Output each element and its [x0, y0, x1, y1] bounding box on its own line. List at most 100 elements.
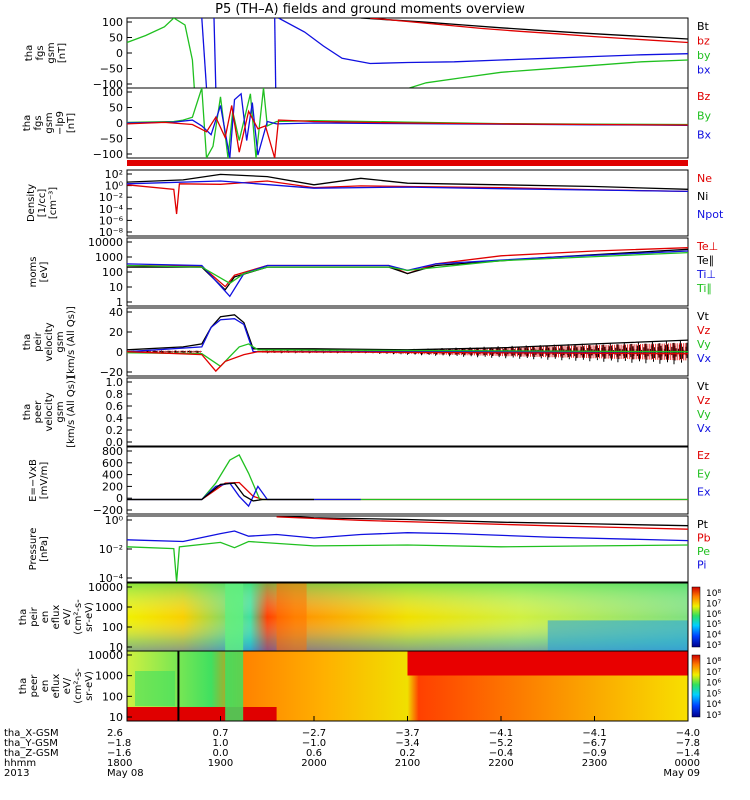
- legend-entry: Vy: [697, 408, 711, 421]
- series-line: [409, 59, 688, 88]
- panel-6: 1.00.80.60.40.20.0 tha peer velocity gsm [km/…: [22, 376, 712, 449]
- y-tick-label: 10⁻⁶: [99, 214, 124, 227]
- y-axis-title-line: tha: [24, 45, 35, 61]
- y-tick-label: 400: [102, 469, 123, 482]
- y-tick-label: 100: [102, 690, 123, 703]
- y-tick-label: 10⁻⁴: [99, 572, 124, 585]
- y-axis-title-line: sr‑eV): [84, 671, 95, 701]
- y-axis-title-line: fgs: [33, 115, 44, 130]
- y-axis-title-line: [nPa]: [39, 536, 50, 562]
- panel-frame: [126, 169, 689, 237]
- y-tick-label: 10⁻⁸: [99, 226, 124, 239]
- time-axis-value: 1900: [208, 758, 233, 769]
- series-line: [127, 173, 688, 190]
- time-axis-value: 0.0: [213, 748, 229, 759]
- y-tick-label: 1.0: [106, 376, 124, 389]
- y-tick-label: 10⁰: [105, 514, 124, 527]
- y-axis-title-line: gsm: [44, 112, 55, 133]
- series-line: [127, 18, 195, 88]
- time-axis-value: −1.4: [676, 748, 700, 759]
- time-axis-value: −3.4: [395, 738, 419, 749]
- y-axis-title-line: (cm²‑s‑: [73, 599, 84, 635]
- y-tick-label: −100: [93, 148, 123, 161]
- series-line: [370, 18, 688, 44]
- y-axis-title-line: tha: [22, 115, 33, 131]
- y-axis-title-line: tha: [18, 609, 29, 625]
- y-tick-label: 10000: [88, 649, 123, 662]
- series-group: [127, 247, 688, 298]
- time-axis-row-label: 2013: [4, 768, 29, 779]
- y-tick-label: 100: [102, 266, 123, 279]
- time-axis-value: 1.0: [213, 738, 229, 749]
- panel-frame: [126, 307, 689, 377]
- y-tick-label: 100: [102, 16, 123, 29]
- panel-4: 10000 1000 100 10 1 moms [eV] Te⊥Te∥Ti⊥Ti∥: [28, 236, 718, 309]
- series-line: [127, 530, 688, 543]
- legend-entry: Ey: [697, 467, 711, 480]
- series-group: [127, 173, 688, 215]
- y-tick-label: 20: [109, 326, 123, 339]
- panel-frame: [126, 377, 689, 447]
- y-axis-title-line: [1/cc]: [37, 189, 48, 218]
- panel-frame: [126, 17, 689, 89]
- y-axis-title-line: gsm: [55, 401, 66, 422]
- legend-entry: Te⊥: [696, 240, 718, 253]
- y-tick-label: 600: [102, 457, 123, 470]
- time-axis-value: 1800: [107, 758, 132, 769]
- y-tick-label: 0: [116, 492, 123, 505]
- y-tick-label: 10: [109, 281, 123, 294]
- time-axis-value: −3.7: [395, 728, 419, 739]
- legend-entry: Te∥: [696, 254, 714, 267]
- y-tick-label: 1000: [95, 251, 123, 264]
- series-line: [278, 18, 688, 65]
- colorbar-tick-label: 10⁴: [706, 700, 721, 710]
- time-axis-value: −4.1: [489, 728, 513, 739]
- y-axis-title-line: sr‑eV): [84, 602, 95, 632]
- y-tick-label: 50: [109, 102, 123, 115]
- series-line: [127, 318, 688, 353]
- series-line: [276, 516, 688, 527]
- series-line: [127, 105, 688, 158]
- y-tick-label: 10⁻²: [99, 191, 123, 204]
- series-group: [127, 18, 688, 88]
- series-group: [127, 516, 688, 582]
- y-axis-title-line: fgs: [35, 45, 46, 60]
- y-axis-title-line: peir: [29, 606, 40, 626]
- y-tick-label: 10000: [88, 581, 123, 594]
- time-axis: tha_X‑GSMtha_Y‑GSMtha_Z‑GSMhhmm20132.6−1…: [4, 716, 700, 779]
- y-tick-label: 10²: [105, 168, 123, 181]
- series-line: [127, 482, 314, 502]
- y-axis-title-line: velocity: [44, 322, 55, 361]
- time-axis-value: −2.7: [302, 728, 326, 739]
- series-line: [127, 343, 688, 368]
- separator-band: [127, 160, 688, 166]
- colorbar-tick-label: 10⁴: [706, 631, 721, 641]
- time-axis-row-label: tha_X‑GSM: [4, 728, 59, 739]
- time-axis-value: 0.2: [400, 748, 416, 759]
- time-axis-row-label: tha_Y‑GSM: [4, 738, 58, 749]
- colorbar-tick-label: 10⁸: [706, 657, 721, 667]
- y-tick-label: −200: [93, 504, 123, 517]
- legend-entry: Ti∥: [696, 282, 712, 295]
- series-group: [127, 454, 688, 508]
- y-tick-label: 100: [102, 621, 123, 634]
- colorbar-tick-label: 10³: [706, 711, 721, 721]
- colorbar-tick-label: 10⁷: [706, 668, 721, 678]
- spectrogram-feature: [276, 583, 307, 651]
- y-axis-title-line: (cm²‑s‑: [73, 668, 84, 704]
- y-axis-title-line: eflux: [51, 674, 62, 699]
- y-tick-label: 50: [109, 32, 123, 45]
- series-line: [201, 18, 208, 88]
- y-tick-label: 0: [116, 117, 123, 130]
- page-title: P5 (TH–A) fields and ground moments over…: [215, 2, 525, 17]
- time-axis-value: −4.1: [582, 728, 606, 739]
- legend-entry: by: [697, 49, 711, 62]
- y-axis-title-line: [eV]: [39, 262, 50, 283]
